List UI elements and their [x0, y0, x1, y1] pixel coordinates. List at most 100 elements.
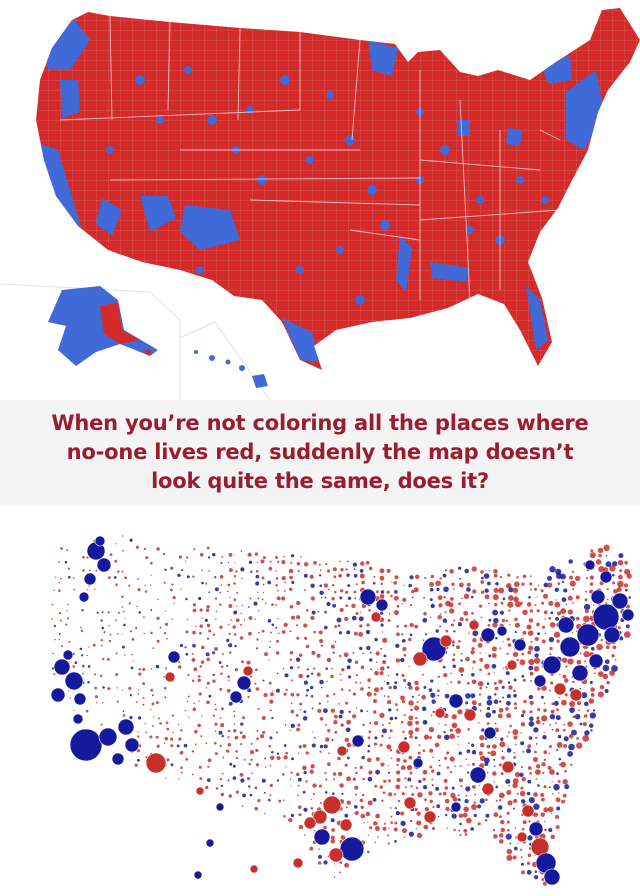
- population-dot: [233, 610, 238, 615]
- population-dot: [368, 730, 372, 734]
- population-dot: [464, 833, 468, 836]
- population-dot: [248, 560, 253, 564]
- population-dot: [151, 702, 155, 706]
- metro-bubble: [339, 818, 353, 832]
- population-dot: [554, 814, 560, 819]
- population-dot: [499, 799, 502, 802]
- metro-bubble: [351, 734, 365, 748]
- population-dot: [170, 566, 174, 570]
- population-dot: [68, 640, 71, 643]
- population-dot: [191, 657, 196, 662]
- population-dot: [367, 776, 373, 782]
- population-dot: [549, 652, 552, 656]
- population-dot: [534, 636, 539, 642]
- population-dot: [109, 633, 112, 636]
- population-dot: [319, 584, 323, 588]
- population-dot: [241, 577, 243, 580]
- population-dot: [536, 596, 538, 598]
- population-dot: [449, 770, 453, 774]
- population-dot: [484, 818, 488, 822]
- population-dot: [226, 638, 230, 642]
- population-dot: [330, 839, 336, 844]
- population-dot: [218, 730, 223, 735]
- population-dot: [480, 580, 485, 584]
- population-dot: [214, 646, 219, 651]
- population-dot: [491, 653, 497, 659]
- population-dot: [602, 664, 610, 672]
- metro-bubble: [501, 760, 515, 774]
- population-dot: [506, 735, 509, 737]
- population-dot: [123, 623, 126, 627]
- population-dot: [505, 619, 509, 622]
- population-dot: [221, 734, 224, 738]
- population-dot: [233, 715, 236, 717]
- population-dot: [514, 622, 520, 628]
- population-dot: [389, 729, 393, 733]
- population-dot: [269, 764, 272, 767]
- population-dot: [214, 722, 218, 726]
- population-dot: [422, 769, 428, 775]
- population-dot: [229, 651, 232, 654]
- metro-bubble: [496, 625, 508, 637]
- population-dot: [557, 734, 562, 739]
- population-dot: [318, 861, 322, 865]
- metro-bubble: [322, 795, 342, 815]
- population-dot: [413, 587, 419, 593]
- population-dot: [563, 723, 566, 726]
- population-dot: [340, 835, 346, 840]
- population-dot: [58, 611, 62, 615]
- metro-bubble: [73, 692, 87, 706]
- population-dot: [514, 581, 520, 587]
- population-dot: [346, 630, 351, 635]
- population-dot: [330, 708, 335, 713]
- population-dot: [597, 671, 604, 677]
- population-dot: [543, 758, 547, 762]
- population-dot: [465, 786, 471, 792]
- population-dot: [452, 588, 455, 591]
- population-dot: [227, 623, 230, 626]
- population-dot: [619, 569, 623, 573]
- population-dot: [614, 659, 617, 661]
- population-dot: [513, 756, 516, 759]
- population-dot: [229, 596, 231, 599]
- population-dot: [526, 861, 531, 865]
- population-dot: [564, 693, 568, 697]
- population-dot: [561, 580, 565, 584]
- population-dot: [136, 605, 138, 608]
- population-dot: [226, 749, 230, 753]
- population-dot: [226, 688, 231, 693]
- population-dot: [220, 723, 225, 728]
- population-dot: [311, 610, 316, 615]
- population-dot: [379, 712, 385, 719]
- population-dot: [233, 710, 236, 713]
- population-dot: [534, 645, 540, 652]
- population-dot: [562, 778, 568, 785]
- metro-bubble: [481, 782, 495, 796]
- population-dot: [325, 737, 330, 742]
- population-dot: [256, 729, 259, 732]
- metro-bubble: [312, 809, 328, 825]
- population-dot: [220, 784, 224, 788]
- population-dot: [246, 660, 251, 665]
- population-dot: [498, 763, 502, 767]
- population-dot: [560, 608, 567, 615]
- population-dot: [365, 811, 371, 817]
- population-dot: [275, 651, 280, 655]
- population-dot: [263, 791, 266, 794]
- population-dot: [534, 604, 537, 606]
- population-dot: [495, 799, 498, 802]
- population-dot: [87, 665, 91, 668]
- population-dot: [284, 673, 289, 678]
- population-dot: [338, 631, 343, 635]
- population-dot: [383, 680, 386, 683]
- population-dot: [310, 807, 314, 810]
- population-dot: [192, 630, 196, 635]
- population-dot: [458, 666, 465, 673]
- population-dot: [309, 846, 314, 851]
- population-dot: [459, 833, 462, 836]
- population-dot: [558, 696, 561, 699]
- population-dot: [520, 722, 526, 727]
- population-dot: [136, 758, 140, 762]
- population-dot: [138, 689, 140, 691]
- population-dot: [471, 743, 475, 747]
